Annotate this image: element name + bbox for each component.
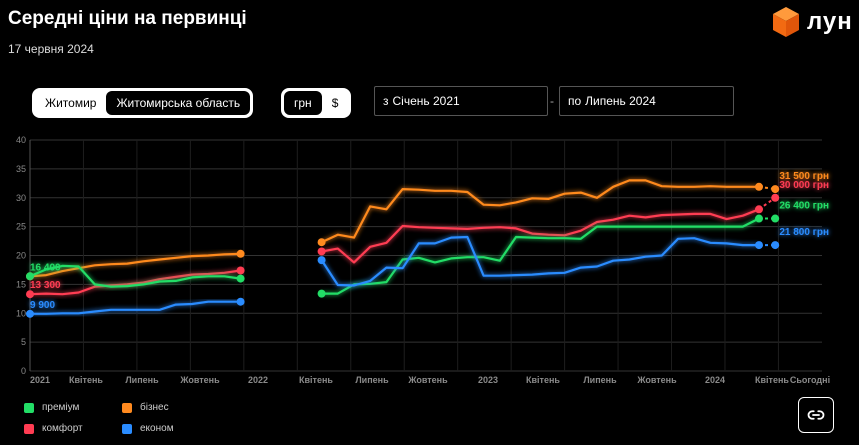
currency-toggle: грн $ (281, 88, 352, 118)
series-end-point-business (236, 249, 245, 258)
series-start-point-econom (26, 309, 34, 318)
series-end-point-econom (236, 297, 245, 306)
series-line-premium (321, 217, 760, 295)
region-option-oblast[interactable]: Житомирська область (106, 91, 251, 115)
series-line-business (321, 179, 759, 244)
currency-option-usd[interactable]: $ (331, 96, 339, 110)
share-link-button[interactable] (798, 397, 834, 433)
legend-item-premium[interactable]: преміум (24, 402, 122, 413)
series-start-point-premium (317, 289, 326, 298)
legend-item-business[interactable]: бізнес (122, 402, 222, 413)
series-today-point-econom (771, 241, 780, 250)
x-tick-label: Квітень (69, 375, 103, 385)
y-tick-label: 10 (16, 308, 26, 318)
legend-swatch-business (122, 402, 132, 413)
end-value-label-premium: 26 400 грн (779, 201, 829, 212)
series-line-econom (320, 235, 759, 287)
logo[interactable]: лун (771, 6, 853, 38)
series-start-point-business (317, 238, 326, 247)
date-from-field[interactable]: з Січень 2021 (374, 86, 548, 116)
legend-swatch-comfort (24, 423, 34, 434)
y-tick-label: 20 (16, 251, 26, 261)
legend-label-econom: економ (140, 423, 174, 434)
series-line-comfort (29, 269, 241, 296)
link-icon (807, 410, 825, 420)
legend-swatch-econom (122, 423, 132, 434)
y-tick-label: 35 (16, 164, 26, 174)
legend-label-premium: преміум (42, 402, 80, 413)
series-line-comfort (321, 208, 760, 264)
chart-legend: преміум бізнес комфорт економ (24, 402, 222, 434)
x-tick-label: Липень (355, 375, 389, 385)
y-tick-label: 15 (16, 279, 26, 289)
series-start-point-comfort (317, 247, 326, 256)
y-tick-label: 5 (21, 337, 26, 347)
y-tick-label: 30 (16, 193, 26, 203)
series-today-point-business (771, 185, 780, 194)
series-end-point-premium (236, 274, 245, 283)
price-line-chart: 0 5 10 15 20 25 30 35 40 2021 Квітень Липень Жовтень… (16, 135, 830, 385)
page-title: Середні ціни на первинці (8, 8, 247, 29)
series-end-point-comfort (236, 266, 245, 275)
x-tick-label: Жовтень (179, 375, 220, 385)
series-line-econom (30, 300, 241, 315)
x-tick-label: 2022 (248, 375, 268, 385)
date-to-field[interactable]: по Липень 2024 (559, 86, 734, 116)
x-tick-label: 2024 (705, 375, 725, 385)
x-tick-label: Квітень (755, 375, 789, 385)
date-from-value: Січень 2021 (392, 94, 460, 108)
legend-label-business: бізнес (140, 402, 169, 413)
end-value-label-business: 31 500 грн (779, 171, 829, 182)
x-tick-label: 2021 (30, 375, 50, 385)
logo-cube-icon (773, 7, 799, 37)
currency-option-uah[interactable]: грн (284, 91, 322, 115)
legend-item-econom[interactable]: економ (122, 423, 222, 434)
start-value-label-premium: 16 400 (30, 262, 61, 273)
series-start-point-comfort (26, 290, 34, 299)
y-tick-label: 40 (16, 135, 26, 145)
series-today-point-premium (771, 214, 780, 223)
legend-swatch-premium (24, 402, 34, 413)
x-tick-label: Жовтень (636, 375, 677, 385)
date-to-prefix: по (568, 94, 582, 108)
y-tick-label: 0 (21, 366, 26, 376)
report-date: 17 червня 2024 (8, 42, 94, 56)
legend-item-comfort[interactable]: комфорт (24, 423, 122, 434)
y-tick-label: 25 (16, 222, 26, 232)
series-start-point-premium (26, 272, 34, 281)
date-to-value: Липень 2024 (585, 94, 656, 108)
logo-text: лун (807, 8, 853, 35)
x-tick-label: Сьогодні (790, 375, 830, 385)
x-tick-label: 2023 (478, 375, 498, 385)
series-line-business (29, 252, 241, 278)
end-value-label-comfort: 30 000 грн (779, 180, 829, 191)
region-option-city[interactable]: Житомир (45, 96, 97, 110)
date-separator: - (550, 94, 554, 108)
region-toggle: Житомир Житомирська область (32, 88, 254, 118)
x-tick-label: Липень (583, 375, 617, 385)
start-value-label-econom: 9 900 (30, 300, 55, 311)
x-tick-label: Жовтень (407, 375, 448, 385)
start-value-label-comfort: 13 300 (30, 280, 61, 291)
x-tick-label: Липень (125, 375, 159, 385)
date-from-prefix: з (383, 94, 389, 108)
end-value-label-econom: 21 800 грн (779, 227, 829, 238)
series-start-point-econom (317, 256, 326, 265)
legend-label-comfort: комфорт (42, 423, 83, 434)
x-tick-label: Квітень (526, 375, 560, 385)
x-tick-label: Квітень (299, 375, 333, 385)
series-line-premium (29, 264, 241, 288)
series-today-point-comfort (771, 193, 780, 202)
